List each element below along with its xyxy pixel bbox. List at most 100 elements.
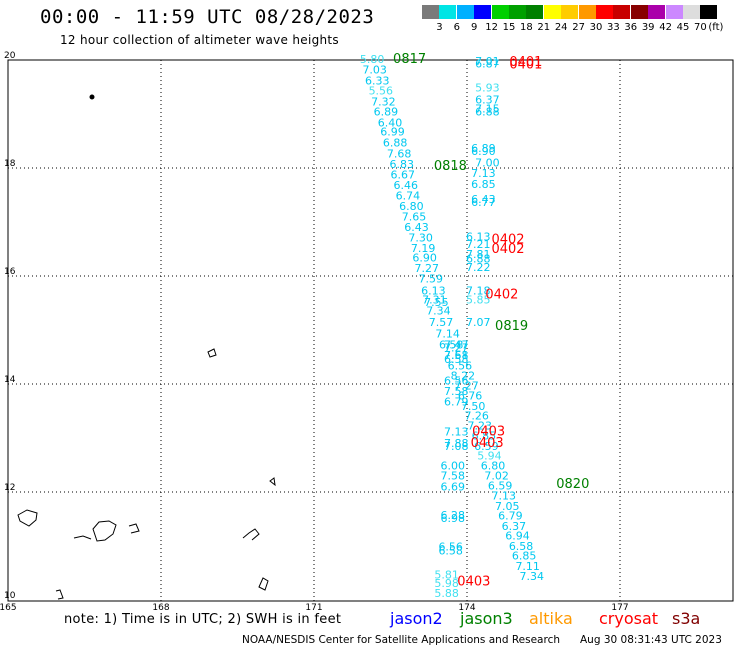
wave-height-reading: 6.79 bbox=[498, 510, 523, 523]
wave-height-reading: 7.58 bbox=[444, 385, 469, 398]
wave-height-reading: 5.56 bbox=[369, 85, 394, 98]
wave-height-reading: 7.15 bbox=[475, 102, 500, 115]
wave-height-reading: 6.89 bbox=[374, 106, 399, 119]
wave-height-reading: 6.88 bbox=[466, 253, 491, 266]
wave-height-reading: 7.47 bbox=[444, 338, 469, 351]
pass-label: 0819 bbox=[495, 319, 528, 334]
wave-height-reading: 6.13 bbox=[466, 230, 491, 243]
wave-height-reading: 7.00 bbox=[475, 156, 500, 169]
wave-height-reading: 7.65 bbox=[402, 210, 427, 223]
wave-height-reading: 6.59 bbox=[488, 479, 513, 492]
graticule: 165 168 171 174 177 20 18 16 14 12 10 bbox=[0, 51, 733, 613]
wave-height-reading: 6.83 bbox=[389, 158, 414, 171]
wave-height-reading: 6.56 bbox=[444, 375, 469, 388]
wave-height-reading: 7.61 bbox=[444, 349, 469, 362]
colorbar-swatch bbox=[683, 5, 700, 19]
colorbar-label: 15 bbox=[502, 22, 516, 33]
wave-height-reading: 7.58 bbox=[440, 470, 465, 483]
wave-height-reading: 6.13 bbox=[421, 284, 446, 297]
colorbar-label: 45 bbox=[676, 22, 690, 33]
longitude-label: 177 bbox=[611, 603, 628, 613]
legend-s3a: s3a bbox=[672, 609, 701, 628]
wave-height-reading: 7.50 bbox=[461, 400, 486, 413]
wave-height-reading: 7.27 bbox=[414, 262, 439, 275]
colorbar-swatch bbox=[456, 5, 474, 19]
colorbar-swatch bbox=[700, 5, 718, 19]
pass-label: 0403 bbox=[471, 436, 504, 451]
longitude-label: 171 bbox=[305, 603, 322, 613]
wave-height-reading: 7.58 bbox=[444, 349, 469, 362]
wave-height-reading: 6.37 bbox=[502, 520, 527, 533]
latitude-label: 10 bbox=[4, 591, 16, 601]
wave-height-reading: 6.00 bbox=[440, 459, 465, 472]
wave-height-reading: 6.85 bbox=[471, 178, 496, 191]
wave-height-reading: 6.79 bbox=[444, 396, 469, 409]
generated-timestamp: Aug 30 08:31:43 UTC 2023 bbox=[580, 634, 722, 646]
wave-height-reading: 6.58 bbox=[439, 338, 464, 351]
wave-height-reading: 6.77 bbox=[471, 196, 496, 209]
wave-height-reading: 6.69 bbox=[440, 480, 465, 493]
pass-label: 0401 bbox=[509, 58, 542, 73]
colorbar-swatch bbox=[648, 5, 666, 19]
wave-height-reading: 6.87 bbox=[475, 58, 500, 71]
wave-height-reading: 6.88 bbox=[383, 136, 408, 149]
wave-height-reading: 5.80 bbox=[360, 53, 385, 66]
colorbar-swatch bbox=[596, 5, 613, 19]
wave-height-reading: 6.80 bbox=[399, 200, 424, 213]
colorbar-label: 36 bbox=[624, 22, 638, 33]
pass-label: 0817 bbox=[393, 52, 426, 67]
colorbar-unit: (ft) bbox=[708, 22, 724, 33]
pass-label: 0403 bbox=[472, 424, 505, 439]
wave-height-reading: 7.19 bbox=[411, 242, 436, 255]
latitude-label: 20 bbox=[4, 51, 16, 61]
colorbar-label: 3 bbox=[436, 22, 443, 33]
pass-label: 0402 bbox=[491, 242, 524, 257]
wave-height-reading: 7.13 bbox=[471, 167, 496, 180]
wave-height-reading: 6.43 bbox=[404, 221, 429, 234]
colorbar-label: 27 bbox=[572, 22, 585, 33]
wave-height-reading: 6.58 bbox=[509, 540, 534, 553]
colorbar-label: 42 bbox=[659, 22, 672, 33]
wave-height-reading: 7.22 bbox=[466, 261, 491, 274]
wave-height-reading: 5.88 bbox=[434, 587, 459, 600]
wave-height-reading: 7.13 bbox=[491, 490, 515, 503]
wave-height-reading: 7.08 bbox=[444, 440, 469, 453]
wave-height-reading: 6.33 bbox=[365, 74, 390, 87]
longitude-label: 165 bbox=[0, 603, 17, 613]
pass-label: 0820 bbox=[556, 477, 589, 492]
wave-height-reading: 6.99 bbox=[380, 126, 405, 139]
wave-height-reading: 7.34 bbox=[520, 570, 545, 583]
legend-altika: altika bbox=[529, 609, 573, 628]
wave-height-reading: 7.59 bbox=[419, 272, 444, 285]
colorbar-label: 24 bbox=[554, 22, 568, 33]
colorbar-swatch bbox=[491, 5, 509, 19]
wave-height-reading: 6.85 bbox=[472, 430, 497, 443]
wave-height-reading: 6.37 bbox=[475, 94, 500, 107]
coastlines bbox=[17, 94, 276, 600]
wave-height-reading: 7.81 bbox=[466, 248, 491, 261]
wave-height-reading: 7.88 bbox=[444, 437, 469, 450]
latitude-label: 18 bbox=[4, 159, 16, 169]
wave-height-reading: 7.05 bbox=[495, 500, 520, 513]
colorbar-label: 21 bbox=[537, 22, 551, 33]
wave-height-reading: 7.07 bbox=[466, 316, 491, 329]
wave-height-reading: 7.31 bbox=[422, 294, 447, 307]
wave-height-reading: 7.26 bbox=[464, 410, 489, 423]
wave-height-reading: 7.03 bbox=[362, 64, 387, 77]
latitude-label: 16 bbox=[4, 267, 16, 277]
wave-height-reading: 7.23 bbox=[468, 419, 493, 432]
wave-height-reading: 6.85 bbox=[512, 550, 537, 563]
wave-height-reading: 6.46 bbox=[394, 179, 419, 192]
island-ponape bbox=[17, 509, 38, 527]
island-eniwetok bbox=[207, 348, 217, 358]
pass-label: 0403 bbox=[457, 574, 490, 589]
wave-height-reading: 8.22 bbox=[451, 370, 476, 383]
colorbar-label: 18 bbox=[520, 22, 533, 33]
wave-height-reading: 6.80 bbox=[481, 459, 506, 472]
colorbar-label: 39 bbox=[641, 22, 655, 33]
wave-height-reading: 6.94 bbox=[505, 530, 530, 543]
wave-height-reading: 6.76 bbox=[458, 390, 483, 403]
colorbar-swatch bbox=[561, 5, 579, 19]
colorbar-swatch bbox=[474, 5, 492, 19]
colorbar-swatch bbox=[578, 5, 596, 19]
